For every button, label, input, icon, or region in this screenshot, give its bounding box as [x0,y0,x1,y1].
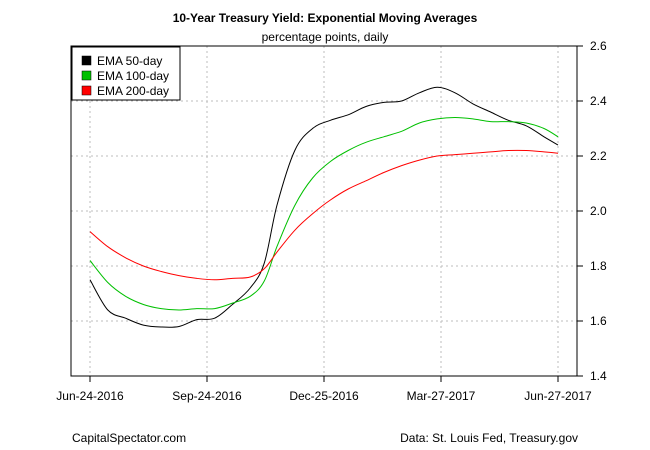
legend-swatch [81,55,92,66]
chart-subtitle: percentage points, daily [262,30,389,44]
footer-source-right: Data: St. Louis Fed, Treasury.gov [400,431,578,445]
x-tick-label: Jun-27-2017 [524,389,592,403]
series-line-ema-200-day [89,149,559,281]
legend-swatch [81,70,92,81]
series-line-ema-100-day [89,116,559,311]
x-tick-label: Sep-24-2016 [172,389,242,403]
x-tick-label: Jun-24-2016 [56,389,124,403]
y-tick-label: 1.6 [590,314,607,328]
y-tick-label: 2.0 [590,204,607,218]
x-tick-label: Mar-27-2017 [407,389,476,403]
y-axis: 1.4 1.6 1.8 2.0 2.2 2.4 2.6 [577,39,607,383]
y-tick-label: 1.4 [590,369,607,383]
x-tick-label: Dec-25-2016 [289,389,359,403]
footer-source-left: CapitalSpectator.com [72,431,186,445]
legend-swatch [81,85,92,96]
y-tick-label: 2.2 [590,149,607,163]
series-lines [89,86,559,328]
y-tick-label: 1.8 [590,259,607,273]
x-axis: Jun-24-2016 Sep-24-2016 Dec-25-2016 Mar-27-… [56,376,592,403]
legend-label: EMA 50-day [97,54,162,68]
legend-label: EMA 100-day [97,69,169,83]
plot-frame [70,45,578,377]
legend-label: EMA 200-day [97,84,169,98]
y-tick-label: 2.4 [590,94,607,108]
y-tick-label: 2.6 [590,39,607,53]
series-line-ema-50-day [89,86,559,328]
chart-title: 10-Year Treasury Yield: Exponential Movi… [173,11,478,25]
